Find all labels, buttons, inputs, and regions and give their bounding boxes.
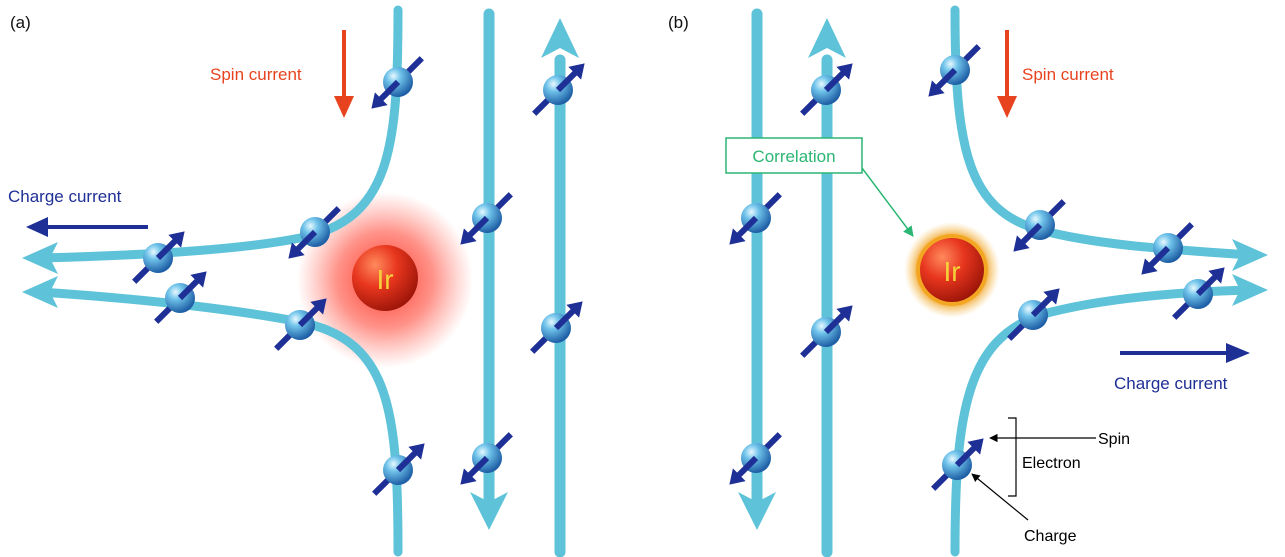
spin-current-arrow-b — [997, 30, 1017, 118]
correlation-pointer — [862, 168, 913, 236]
upper-deflected-track-b — [955, 10, 1250, 255]
lower-deflected-track-b — [955, 290, 1250, 552]
panel-a-label: (a) — [10, 13, 31, 32]
atom-symbol: Ir — [376, 264, 393, 295]
panel-b: (b) Ir Correlation — [668, 10, 1268, 552]
spin-current-label-b: Spin current — [1022, 65, 1114, 84]
charge-current-label-b: Charge current — [1114, 374, 1228, 393]
panel-a: (a) Ir — [8, 10, 585, 552]
atom-symbol-b: Ir — [943, 256, 960, 287]
up-arrowhead — [541, 18, 579, 58]
electron-bracket — [1008, 418, 1016, 496]
charge-current-arrow-b — [1120, 343, 1250, 363]
correlation-label: Correlation — [752, 147, 835, 166]
panel-b-label: (b) — [668, 13, 689, 32]
charge-pointer — [972, 474, 1028, 520]
legend-spin: Spin — [1098, 431, 1130, 448]
legend-charge: Charge — [1024, 528, 1077, 545]
up-arrowhead-b — [808, 18, 846, 58]
iridium-atom-b: Ir — [904, 222, 1000, 318]
spin-current-label-a: Spin current — [210, 65, 302, 84]
spin-current-arrow-a — [334, 30, 354, 118]
electron — [156, 271, 206, 321]
iridium-atom-a: Ir — [352, 245, 418, 311]
legend-electron: Electron — [1022, 455, 1081, 472]
legend-annotations: Spin Electron Charge — [972, 418, 1130, 545]
charge-current-label-a: Charge current — [8, 187, 122, 206]
charge-current-arrow-a — [26, 217, 148, 237]
